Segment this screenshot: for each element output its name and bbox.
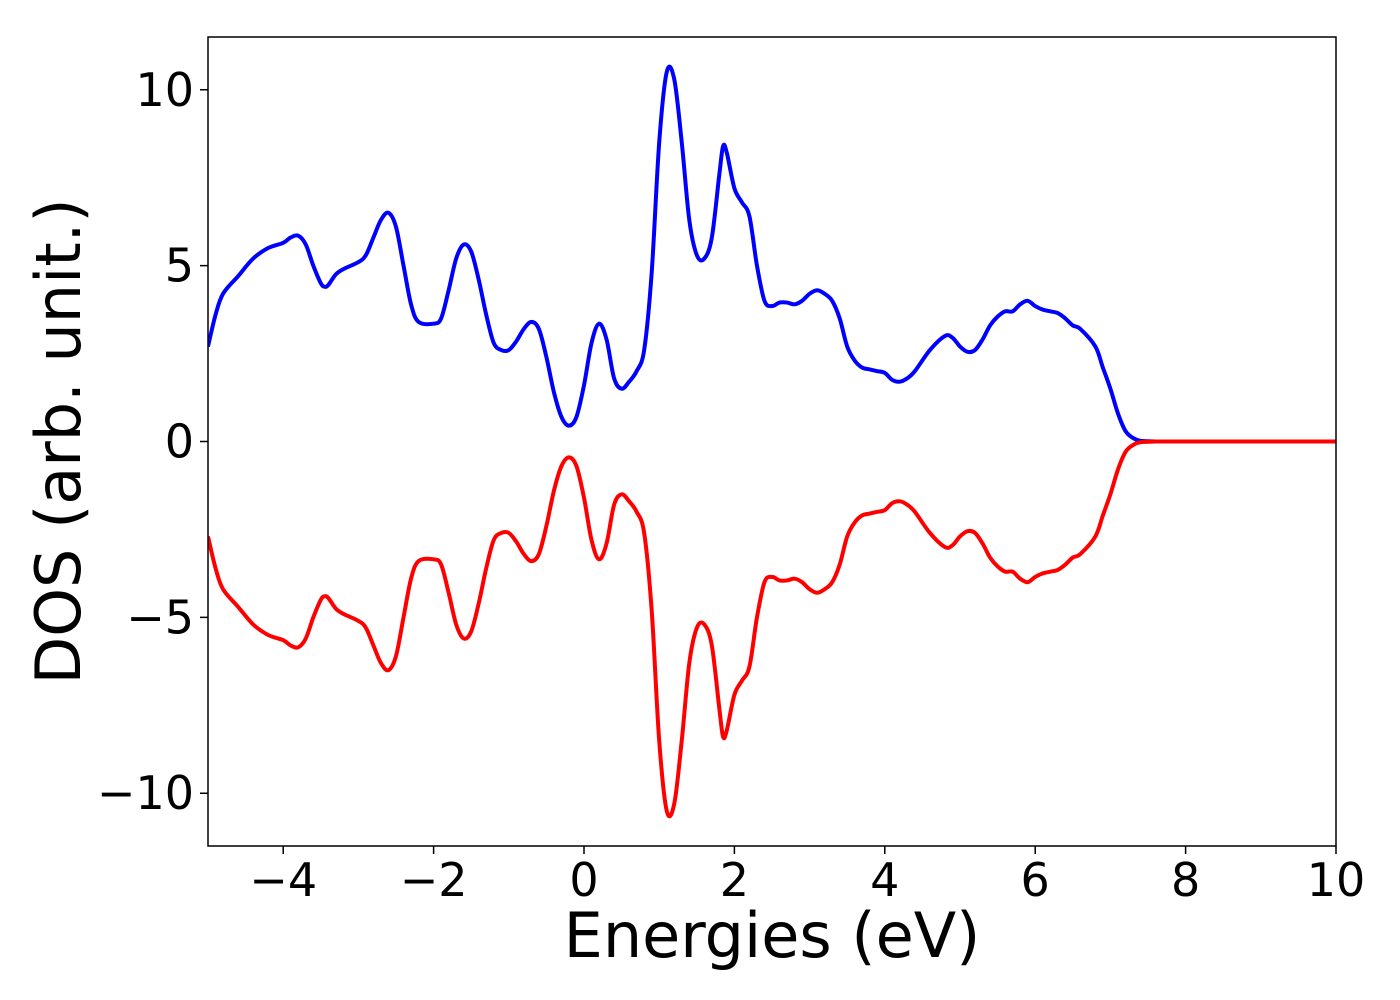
y-tick-label: −5: [126, 590, 194, 644]
y-tick-label: 0: [165, 415, 194, 469]
x-tick-label: 2: [720, 853, 749, 907]
plot-area: [208, 64, 1336, 819]
x-tick-label: 6: [1021, 853, 1050, 907]
x-tick-label: −4: [249, 853, 317, 907]
axis-ticks: −4 −2 0 2 4 6 8 10 10 5 0 −5 −10: [97, 63, 1365, 907]
spin-down-line: [208, 439, 1336, 819]
y-tick-label: 10: [135, 63, 194, 117]
x-tick-label: 0: [569, 853, 598, 907]
y-axis-label: DOS (arb. unit.): [22, 198, 95, 684]
x-axis-label: Energies (eV): [564, 899, 981, 972]
y-tick-label: −10: [97, 766, 194, 820]
spin-up-line: [208, 64, 1336, 444]
y-tick-label: 5: [165, 239, 194, 293]
x-tick-label: 4: [870, 853, 899, 907]
plot-frame: [207, 36, 1337, 847]
x-tick-label: −2: [400, 853, 468, 907]
x-tick-label: 10: [1307, 853, 1366, 907]
x-tick-label: 8: [1171, 853, 1200, 907]
